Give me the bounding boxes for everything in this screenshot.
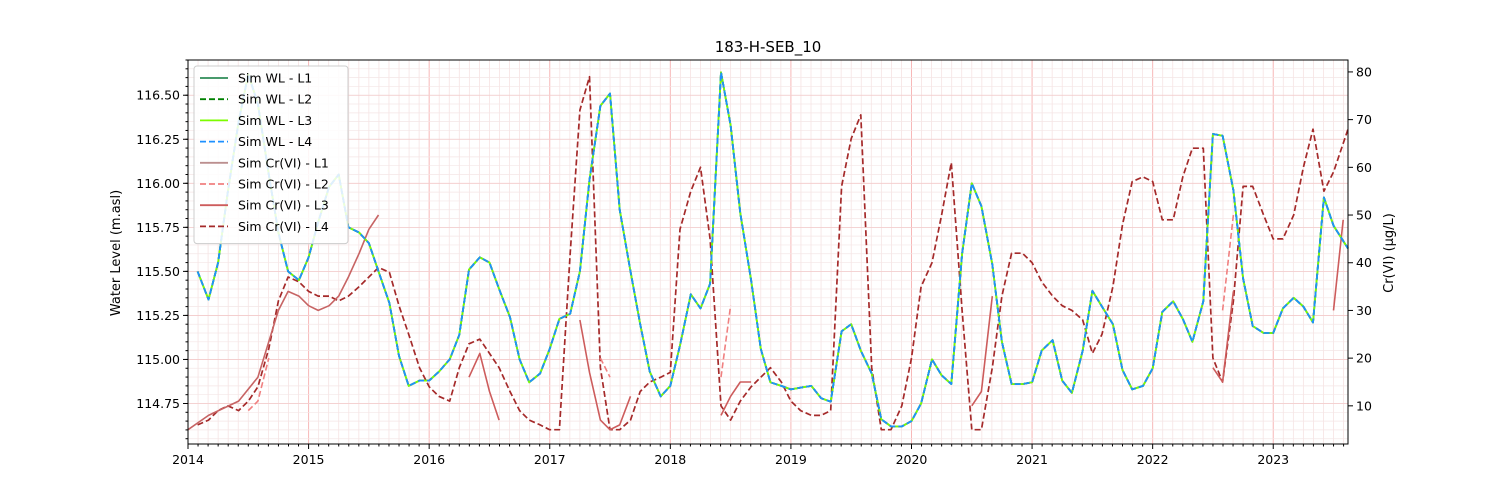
series-cr-l2-b xyxy=(599,357,611,378)
y2-tick-label: 20 xyxy=(1356,351,1372,366)
series-cr-l2-a xyxy=(247,357,270,412)
series-cr-l3-c xyxy=(720,381,752,416)
cr-series-layer xyxy=(187,75,1349,431)
x-tick-label: 2020 xyxy=(896,452,928,467)
y-tick-label: 115.00 xyxy=(136,352,180,367)
legend: Sim WL - L1 Sim WL - L2 Sim WL - L3 Sim WL … xyxy=(193,65,349,245)
y-tick-label: 116.25 xyxy=(136,132,180,147)
series-cr-l3-a xyxy=(468,352,500,421)
legend-label: Sim Cr(VI) - L2 xyxy=(238,177,329,192)
legend-label: Sim WL - L3 xyxy=(238,113,312,128)
legend-label: Sim WL - L4 xyxy=(238,134,312,149)
series-cr-l1 xyxy=(187,214,380,431)
legend-label: Sim Cr(VI) - L1 xyxy=(238,155,329,170)
axes: 2014 2015 2016 2017 2018 2019 2020 2021 2022 2023… xyxy=(136,59,1372,467)
y2-axis-label: Cr(VI) (µg/L) xyxy=(1382,213,1397,293)
x-tick-label: 2023 xyxy=(1257,452,1289,467)
y2-tick-label: 60 xyxy=(1356,160,1372,175)
y2-tick-label: 70 xyxy=(1356,112,1372,127)
legend-box xyxy=(193,65,349,245)
grid xyxy=(187,59,1348,444)
x-tick-label: 2018 xyxy=(654,452,686,467)
y-axis-label: Water Level (m.asl) xyxy=(109,190,124,316)
series-cr-l3-b xyxy=(579,319,632,431)
wl-series-layer xyxy=(196,71,1349,428)
series-cr-l4 xyxy=(197,75,1349,431)
series-cr-l2-c xyxy=(720,305,732,378)
x-tick-label: 2015 xyxy=(293,452,325,467)
y-tick-label: 114.75 xyxy=(136,396,180,411)
legend-label: Sim Cr(VI) - L4 xyxy=(238,219,329,234)
legend-label: Sim WL - L2 xyxy=(238,92,312,107)
series-cr-l3-f xyxy=(1332,219,1344,311)
y2-tick-label: 50 xyxy=(1356,208,1372,223)
series-cr-l2-d xyxy=(1221,214,1235,311)
series-cr-l3-e xyxy=(1212,291,1235,383)
y-tick-label: 115.50 xyxy=(136,264,180,279)
y-tick-label: 116.50 xyxy=(136,88,180,103)
legend-label: Sim Cr(VI) - L3 xyxy=(238,198,329,213)
series-wl-l4 xyxy=(196,71,1349,428)
series-cr-l3-d xyxy=(971,296,994,407)
chart-title: 183-H-SEB_10 xyxy=(715,38,822,57)
y2-tick-label: 10 xyxy=(1356,398,1372,413)
x-tick-label: 2017 xyxy=(534,452,566,467)
y-tick-label: 115.25 xyxy=(136,308,180,323)
y2-tick-label: 30 xyxy=(1356,303,1372,318)
x-tick-label: 2016 xyxy=(413,452,445,467)
plot-frame xyxy=(187,59,1349,445)
y2-tick-label: 40 xyxy=(1356,255,1372,270)
x-tick-label: 2021 xyxy=(1016,452,1048,467)
y-tick-label: 116.00 xyxy=(136,176,180,191)
y2-tick-label: 80 xyxy=(1356,64,1372,79)
x-tick-label: 2014 xyxy=(172,452,204,467)
x-tick-label: 2022 xyxy=(1137,452,1169,467)
legend-label: Sim WL - L1 xyxy=(238,71,312,86)
y-tick-label: 115.75 xyxy=(136,220,180,235)
x-tick-label: 2019 xyxy=(775,452,807,467)
